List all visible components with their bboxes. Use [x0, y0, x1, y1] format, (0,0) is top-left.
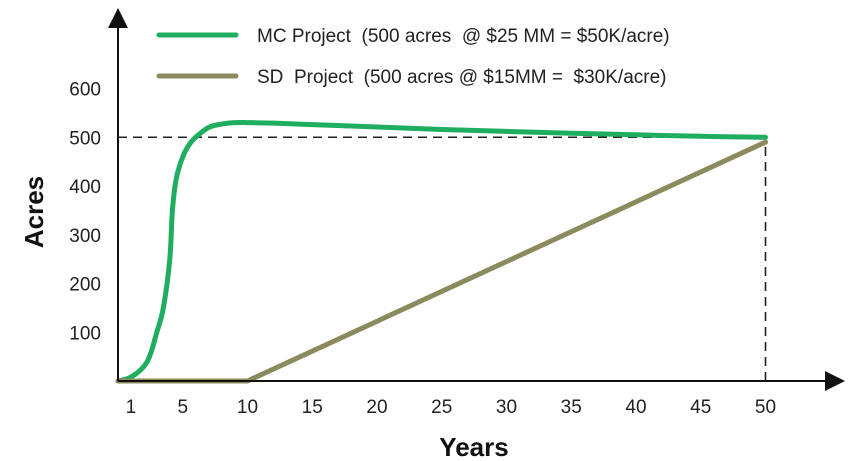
x-tick-label: 50	[755, 397, 776, 418]
y-tick-label: 300	[69, 226, 101, 247]
axes	[108, 8, 845, 391]
x-tick-label: 40	[625, 397, 646, 418]
x-tick-labels: 1510152025303540455060	[126, 397, 776, 418]
series-layer	[115, 119, 768, 384]
y-axis-title: Acres	[19, 176, 49, 248]
y-tick-label: 100	[69, 323, 101, 344]
y-tick-label: 200	[69, 275, 101, 296]
x-tick-label: 30	[496, 397, 517, 418]
x-tick-label: 1	[126, 397, 137, 418]
x-tick-label: 35	[561, 397, 582, 418]
x-tick-label: 20	[366, 397, 387, 418]
x-tick-label: 10	[237, 397, 258, 418]
x-tick-label: 5	[177, 397, 188, 418]
x-tick-label: 15	[302, 397, 323, 418]
legend-label: MC Project (500 acres @ $25 MM = $50K/ac…	[257, 26, 670, 47]
x-tick-label: 25	[431, 397, 452, 418]
y-tick-label: 500	[69, 128, 101, 149]
legend-label: SD Project (500 acres @ $15MM = $30K/acr…	[257, 67, 666, 88]
series-line-mc-project	[115, 119, 768, 384]
x-tick-label: 45	[690, 397, 711, 418]
legend: MC Project (500 acres @ $25 MM = $50K/ac…	[156, 26, 670, 88]
y-tick-label: 400	[69, 177, 101, 198]
x-axis-title: Years	[439, 432, 508, 461]
series-line-sd-project	[115, 139, 768, 384]
y-tick-label: 600	[69, 80, 101, 101]
y-tick-labels: 100 200 300 400 500 600	[69, 80, 101, 345]
reference-lines	[118, 136, 767, 381]
